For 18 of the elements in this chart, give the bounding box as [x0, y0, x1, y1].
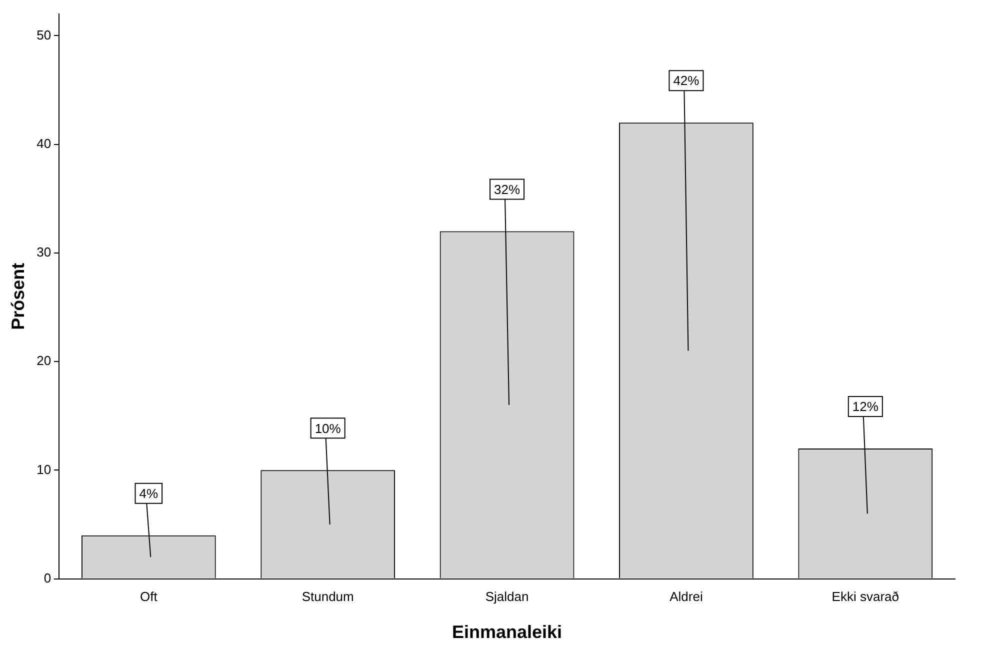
x-tick-label: Aldrei [670, 589, 703, 604]
y-tick-label: 10 [36, 462, 52, 477]
y-tick-label: 40 [36, 136, 52, 151]
y-axis-title: Prósent [8, 262, 28, 330]
data-label: 32% [494, 182, 520, 197]
data-label: 4% [139, 486, 158, 501]
x-tick-label: Stundum [302, 589, 354, 604]
x-tick-label: Oft [140, 589, 158, 604]
x-tick-label: Ekki svarað [832, 589, 900, 604]
x-tick-label: Sjaldan [485, 589, 529, 604]
data-label: 42% [673, 73, 700, 88]
y-tick-label: 0 [44, 570, 52, 586]
y-tick-label: 20 [36, 353, 52, 368]
y-tick-label: 50 [36, 27, 52, 42]
x-axis-title: Einmanaleiki [452, 622, 562, 642]
data-label: 12% [852, 399, 879, 414]
data-label: 10% [314, 420, 342, 436]
y-tick-label: 30 [36, 244, 52, 260]
